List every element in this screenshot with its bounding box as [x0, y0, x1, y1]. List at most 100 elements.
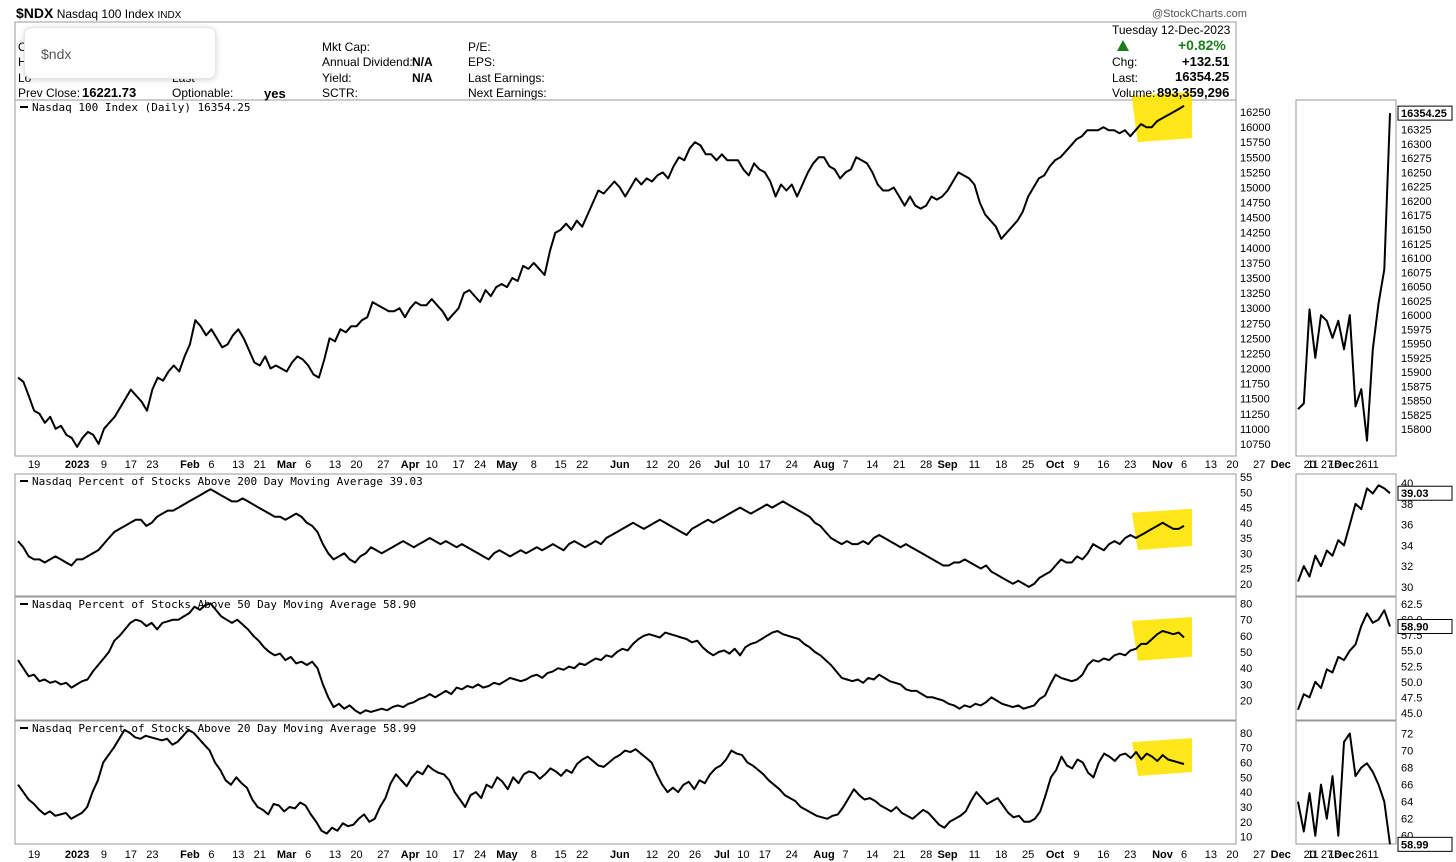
y-tick-label: 35 — [1240, 533, 1252, 545]
x-tick-label: Oct — [1046, 849, 1065, 861]
highlight-marker — [1131, 508, 1192, 551]
x-tick-label: 11 — [1307, 459, 1318, 471]
zoom-y-tick-label: 66 — [1401, 780, 1413, 792]
x-tick-label: 2023 — [65, 849, 89, 861]
zoom-y-tick-label: 30 — [1401, 582, 1413, 594]
x-tick-label: Sep — [937, 849, 957, 861]
y-tick-label: 14000 — [1240, 243, 1271, 255]
x-tick-label: 21 — [254, 849, 266, 861]
y-tick-label: 10 — [1240, 832, 1252, 844]
zoom-x-tick-label: 11 — [1367, 459, 1378, 471]
x-tick-label: 24 — [474, 849, 486, 861]
zoom-y-tick-label: 62 — [1401, 814, 1413, 826]
exchange: INDX — [157, 10, 182, 21]
x-tick-label: 7 — [842, 849, 848, 861]
label-last-quote: Last: — [1112, 71, 1139, 85]
zoom-y-tick-label: 72 — [1401, 729, 1413, 741]
y-tick-label: 40 — [1240, 787, 1252, 799]
x-tick-label: Apr — [401, 459, 421, 471]
zoom-y-tick-label: 16250 — [1401, 167, 1432, 179]
y-tick-label: 15000 — [1240, 182, 1271, 194]
zoom-y-tick-label: 16325 — [1401, 125, 1432, 137]
x-tick-label: 6 — [305, 459, 311, 471]
yield-value: N/A — [412, 71, 433, 85]
x-tick-label: 25 — [1022, 459, 1034, 471]
x-tick-label: 19 — [28, 459, 40, 471]
x-tick-label: 18 — [1328, 849, 1340, 861]
x-tick-label: 13 — [329, 849, 341, 861]
x-tick-label: 6 — [1181, 459, 1187, 471]
panel-frame — [14, 99, 1237, 457]
zoom-x-tick-label: 20 — [1304, 849, 1316, 861]
x-tick-label: 15 — [555, 459, 567, 471]
zoom-panel-frame — [1295, 720, 1397, 845]
x-tick-label: Jun — [610, 849, 630, 861]
y-tick-label: 20 — [1240, 817, 1252, 829]
zoom-y-tick-label: 16050 — [1401, 282, 1432, 294]
symbol-search-input[interactable]: $ndx — [24, 27, 216, 79]
x-tick-label: 8 — [531, 459, 537, 471]
last-value: 16354.25 — [1175, 69, 1230, 84]
x-tick-label: 20 — [667, 459, 679, 471]
x-tick-label: 23 — [146, 849, 158, 861]
x-tick-label: 26 — [1355, 849, 1367, 861]
zoom-x-tick-label: 20 — [1304, 459, 1316, 471]
x-tick-label: 17 — [452, 459, 464, 471]
x-tick-label: Sep — [937, 459, 957, 471]
series-line — [17, 488, 1185, 588]
x-tick-label: 13 — [232, 459, 244, 471]
y-tick-label: 11500 — [1240, 394, 1270, 406]
y-tick-label: 14500 — [1240, 213, 1271, 225]
x-tick-label: 24 — [474, 459, 486, 471]
y-tick-label: 30 — [1240, 548, 1252, 560]
x-tick-label: 6 — [208, 849, 214, 861]
x-tick-label: 15 — [555, 849, 567, 861]
zoom-y-tick-label: 16275 — [1401, 153, 1432, 165]
label-last-earnings: Last Earnings: — [468, 71, 545, 85]
highlight-marker — [1131, 91, 1192, 143]
search-value: $ndx — [41, 46, 72, 62]
zoom-y-tick-label: 15825 — [1401, 410, 1432, 422]
label-eps: EPS: — [468, 55, 496, 69]
x-tick-label: 20 — [350, 459, 362, 471]
x-tick-label: Dec — [1271, 459, 1291, 471]
y-tick-label: 80 — [1240, 728, 1252, 740]
x-tick-label: 28 — [920, 849, 932, 861]
x-tick-label: 2023 — [65, 459, 89, 471]
x-tick-label: 22 — [576, 459, 588, 471]
last-value-box — [1397, 105, 1453, 121]
zoom-x-tick-label: Dec — [1334, 849, 1354, 861]
x-tick-label: Aug — [813, 459, 834, 471]
x-tick-label: 6 — [305, 849, 311, 861]
x-tick-label: 27 — [377, 849, 389, 861]
y-tick-label: 45 — [1240, 503, 1252, 515]
label-mkt-cap: Mkt Cap: — [322, 40, 371, 54]
y-tick-label: 13750 — [1240, 258, 1271, 270]
annual-dividend-value: N/A — [412, 55, 433, 69]
x-tick-label: Dec — [1271, 849, 1291, 861]
x-tick-label: 17 — [452, 849, 464, 861]
x-tick-label: 17 — [759, 849, 771, 861]
x-tick-label: Jun — [610, 459, 630, 471]
x-tick-label: 12 — [646, 849, 658, 861]
zoom-y-tick-label: 16000 — [1401, 310, 1432, 322]
x-tick-label: 9 — [1073, 459, 1079, 471]
x-tick-label: 16 — [1097, 459, 1109, 471]
x-tick-label: 23 — [1124, 459, 1136, 471]
x-tick-label: 13 — [1205, 849, 1217, 861]
index-name: Nasdaq 100 Index — [56, 7, 155, 21]
volume-value: 893,359,296 — [1157, 85, 1230, 100]
zoom-y-tick-label: 64 — [1401, 797, 1413, 809]
y-tick-label: 12000 — [1240, 364, 1271, 376]
x-tick-label: 6 — [208, 459, 214, 471]
series-line — [17, 728, 1185, 835]
y-tick-label: 40 — [1240, 663, 1252, 675]
x-tick-label: 21 — [254, 459, 266, 471]
x-tick-label: 11 — [1307, 849, 1318, 861]
label-next-earnings: Next Earnings: — [468, 86, 547, 100]
zoom-y-tick-label: 16075 — [1401, 267, 1432, 279]
series-line — [17, 602, 1185, 715]
x-tick-label: 9 — [101, 849, 107, 861]
last-value-box — [1397, 485, 1453, 501]
zoom-y-tick-label: 15975 — [1401, 324, 1432, 336]
